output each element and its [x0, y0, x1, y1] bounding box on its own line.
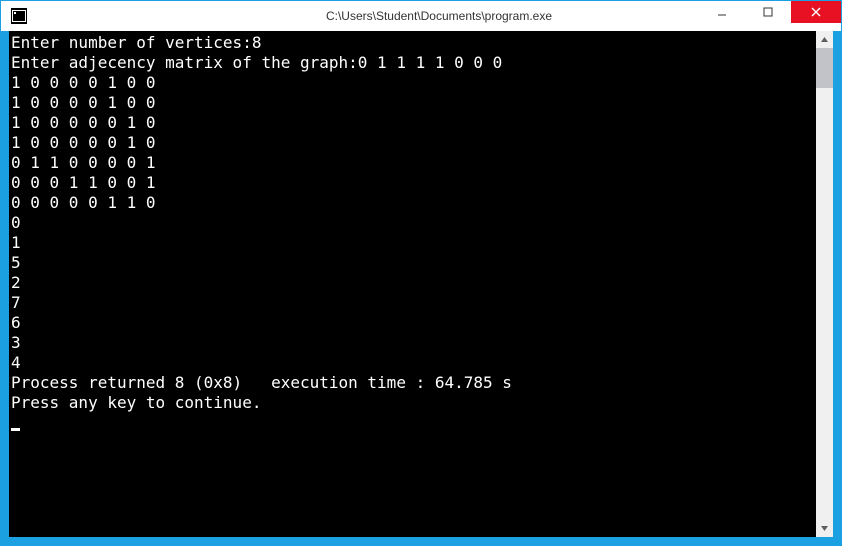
maximize-button[interactable]: [745, 1, 791, 23]
console-line: 3: [11, 333, 814, 353]
console-line: 0 0 0 1 1 0 0 1: [11, 173, 814, 193]
window-controls: [699, 1, 841, 23]
console-line: 5: [11, 253, 814, 273]
console-line: 0 1 1 0 0 0 0 1: [11, 153, 814, 173]
app-icon-area: [1, 1, 37, 31]
console-line: 0: [11, 213, 814, 233]
scroll-down-button[interactable]: [816, 520, 833, 537]
console-line: Enter adjecency matrix of the graph:0 1 …: [11, 53, 814, 73]
console-line: 6: [11, 313, 814, 333]
console-client-area: Enter number of vertices:8Enter adjecenc…: [9, 31, 833, 537]
close-icon: [810, 6, 822, 18]
minimize-icon: [717, 7, 727, 17]
console-line: Process returned 8 (0x8) execution time …: [11, 373, 814, 393]
console-cursor-line: [11, 413, 814, 433]
cursor: [11, 428, 20, 431]
console-line: 2: [11, 273, 814, 293]
maximize-icon: [763, 7, 773, 17]
console-window: C:\Users\Student\Documents\program.exe: [0, 0, 842, 546]
console-line: 1: [11, 233, 814, 253]
console-line: 4: [11, 353, 814, 373]
console-line: Enter number of vertices:8: [11, 33, 814, 53]
minimize-button[interactable]: [699, 1, 745, 23]
titlebar[interactable]: C:\Users\Student\Documents\program.exe: [1, 1, 841, 31]
scrollbar-thumb[interactable]: [816, 48, 833, 88]
console-line: 7: [11, 293, 814, 313]
console[interactable]: Enter number of vertices:8Enter adjecenc…: [9, 31, 833, 537]
chevron-up-icon: [820, 35, 829, 44]
chevron-down-icon: [820, 524, 829, 533]
console-line: 0 0 0 0 0 1 1 0: [11, 193, 814, 213]
app-icon: [11, 8, 27, 24]
console-content: Enter number of vertices:8Enter adjecenc…: [9, 31, 816, 537]
scroll-up-button[interactable]: [816, 31, 833, 48]
console-line: 1 0 0 0 0 1 0 0: [11, 93, 814, 113]
console-line: Press any key to continue.: [11, 393, 814, 413]
console-line: 1 0 0 0 0 0 1 0: [11, 113, 814, 133]
console-line: 1 0 0 0 0 0 1 0: [11, 133, 814, 153]
console-line: 1 0 0 0 0 1 0 0: [11, 73, 814, 93]
vertical-scrollbar[interactable]: [816, 31, 833, 537]
scrollbar-track[interactable]: [816, 48, 833, 520]
close-button[interactable]: [791, 1, 841, 23]
